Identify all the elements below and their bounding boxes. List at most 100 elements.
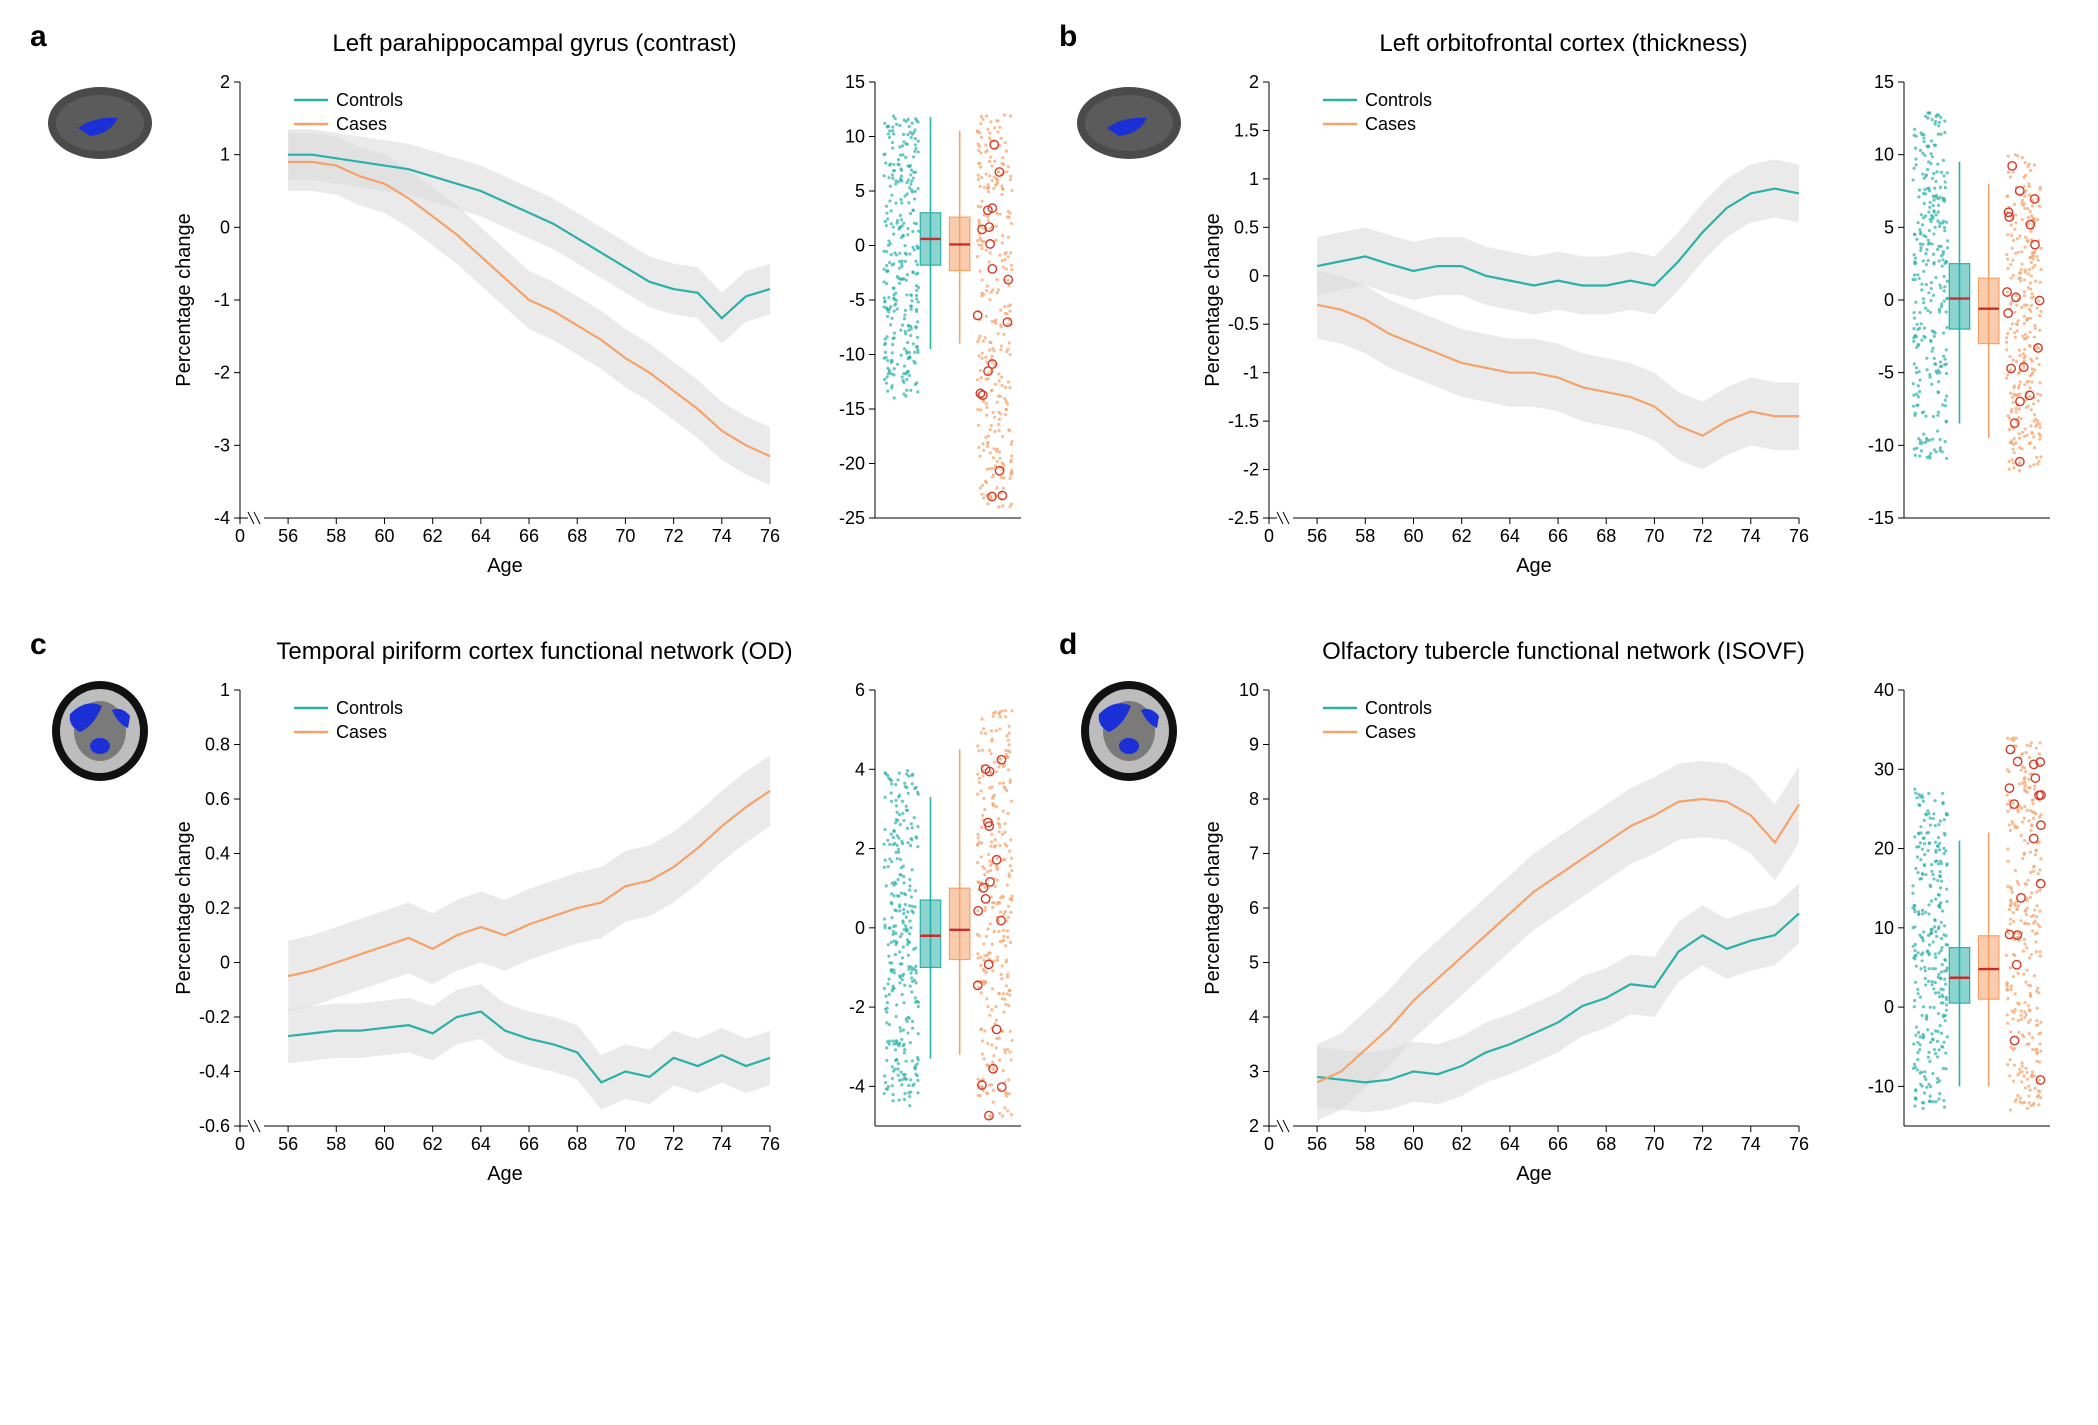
- svg-text:58: 58: [1355, 1134, 1375, 1154]
- svg-text:1: 1: [1249, 169, 1259, 189]
- line-chart: -0.6-0.4-0.200.20.40.60.8105658606264666…: [170, 676, 780, 1196]
- panel-title: Left orbitofrontal cortex (thickness): [1069, 30, 2058, 58]
- svg-text:64: 64: [471, 1134, 491, 1154]
- svg-text:68: 68: [1596, 526, 1616, 546]
- svg-text:74: 74: [1741, 526, 1761, 546]
- svg-text:-2: -2: [214, 363, 230, 383]
- box-chart: -25-20-15-10-5051015: [819, 68, 1029, 588]
- box-chart: -15-10-5051015: [1848, 68, 2058, 588]
- svg-text:-1: -1: [1243, 363, 1259, 383]
- svg-text:56: 56: [278, 526, 298, 546]
- svg-text:30: 30: [1874, 759, 1894, 779]
- svg-text:62: 62: [1452, 1134, 1472, 1154]
- line-chart: -4-3-2-101205658606264666870727476AgePer…: [170, 68, 780, 588]
- svg-text:Percentage change: Percentage change: [173, 213, 195, 386]
- svg-text:-15: -15: [1868, 508, 1894, 528]
- svg-text:2: 2: [1249, 72, 1259, 92]
- svg-text:0.6: 0.6: [205, 789, 230, 809]
- panel-a: a Left parahippocampal gyrus (contrast) …: [40, 30, 1029, 588]
- svg-text:72: 72: [664, 1134, 684, 1154]
- svg-text:15: 15: [845, 72, 865, 92]
- svg-text:-2.5: -2.5: [1228, 508, 1259, 528]
- svg-text:70: 70: [615, 526, 635, 546]
- line-chart: 234567891005658606264666870727476AgePerc…: [1199, 676, 1809, 1196]
- svg-text:0: 0: [855, 236, 865, 256]
- svg-text:66: 66: [1548, 1134, 1568, 1154]
- svg-text:Controls: Controls: [1365, 90, 1432, 110]
- brain-thumb: [40, 676, 160, 786]
- svg-text:Cases: Cases: [336, 114, 387, 134]
- svg-text:64: 64: [471, 526, 491, 546]
- svg-text:5: 5: [855, 181, 865, 201]
- svg-text:70: 70: [615, 1134, 635, 1154]
- svg-text:3: 3: [1249, 1062, 1259, 1082]
- svg-text:66: 66: [519, 1134, 539, 1154]
- svg-text:0: 0: [220, 953, 230, 973]
- svg-text:58: 58: [1355, 526, 1375, 546]
- svg-text:-4: -4: [214, 508, 230, 528]
- svg-text:2: 2: [1249, 1116, 1259, 1136]
- svg-text:2: 2: [220, 72, 230, 92]
- svg-text:0.4: 0.4: [205, 844, 230, 864]
- svg-text:60: 60: [374, 1134, 394, 1154]
- svg-text:60: 60: [1403, 526, 1423, 546]
- svg-text:0: 0: [1249, 266, 1259, 286]
- svg-text:-15: -15: [839, 399, 865, 419]
- svg-text:-1: -1: [214, 290, 230, 310]
- svg-text:40: 40: [1874, 680, 1894, 700]
- svg-text:-0.2: -0.2: [199, 1007, 230, 1027]
- svg-text:56: 56: [278, 1134, 298, 1154]
- svg-text:70: 70: [1644, 526, 1664, 546]
- svg-text:0: 0: [1884, 997, 1894, 1017]
- svg-text:Controls: Controls: [1365, 698, 1432, 718]
- svg-text:10: 10: [1874, 918, 1894, 938]
- svg-text:-10: -10: [839, 345, 865, 365]
- brain-thumb: [40, 68, 160, 178]
- svg-text:72: 72: [664, 526, 684, 546]
- svg-text:0: 0: [855, 918, 865, 938]
- svg-text:-3: -3: [214, 435, 230, 455]
- svg-text:0: 0: [1264, 1134, 1274, 1154]
- svg-text:72: 72: [1693, 1134, 1713, 1154]
- svg-text:60: 60: [1403, 1134, 1423, 1154]
- figure: { "colors": { "controls": "#2bb0a8", "ca…: [0, 0, 2098, 1425]
- svg-text:0.5: 0.5: [1234, 217, 1259, 237]
- svg-text:70: 70: [1644, 1134, 1664, 1154]
- svg-text:4: 4: [855, 759, 865, 779]
- svg-text:Age: Age: [1516, 555, 1552, 577]
- svg-text:10: 10: [845, 127, 865, 147]
- panel-d: d Olfactory tubercle functional network …: [1069, 638, 2058, 1196]
- panel-b: b Left orbitofrontal cortex (thickness) …: [1069, 30, 2058, 588]
- svg-text:2: 2: [855, 839, 865, 859]
- svg-text:5: 5: [1249, 953, 1259, 973]
- svg-text:72: 72: [1693, 526, 1713, 546]
- svg-text:5: 5: [1884, 217, 1894, 237]
- svg-text:68: 68: [567, 1134, 587, 1154]
- svg-text:20: 20: [1874, 839, 1894, 859]
- svg-text:Percentage change: Percentage change: [173, 821, 195, 994]
- panel-letter: a: [30, 20, 47, 54]
- svg-text:64: 64: [1500, 1134, 1520, 1154]
- svg-text:0: 0: [1264, 526, 1274, 546]
- svg-text:6: 6: [1249, 898, 1259, 918]
- svg-text:Cases: Cases: [1365, 114, 1416, 134]
- svg-text:-10: -10: [1868, 1076, 1894, 1096]
- svg-text:-4: -4: [849, 1076, 865, 1096]
- svg-text:Age: Age: [487, 555, 523, 577]
- svg-text:58: 58: [326, 526, 346, 546]
- svg-text:-0.6: -0.6: [199, 1116, 230, 1136]
- svg-text:56: 56: [1307, 526, 1327, 546]
- svg-text:-25: -25: [839, 508, 865, 528]
- svg-text:62: 62: [1452, 526, 1472, 546]
- svg-text:1: 1: [220, 680, 230, 700]
- svg-text:-20: -20: [839, 454, 865, 474]
- svg-text:76: 76: [760, 526, 780, 546]
- svg-text:6: 6: [855, 680, 865, 700]
- svg-text:0: 0: [220, 217, 230, 237]
- svg-text:1: 1: [220, 145, 230, 165]
- panel-c: c Temporal piriform cortex functional ne…: [40, 638, 1029, 1196]
- svg-text:Controls: Controls: [336, 90, 403, 110]
- brain-thumb: [1069, 676, 1189, 786]
- svg-text:62: 62: [423, 1134, 443, 1154]
- svg-text:Percentage change: Percentage change: [1202, 213, 1224, 386]
